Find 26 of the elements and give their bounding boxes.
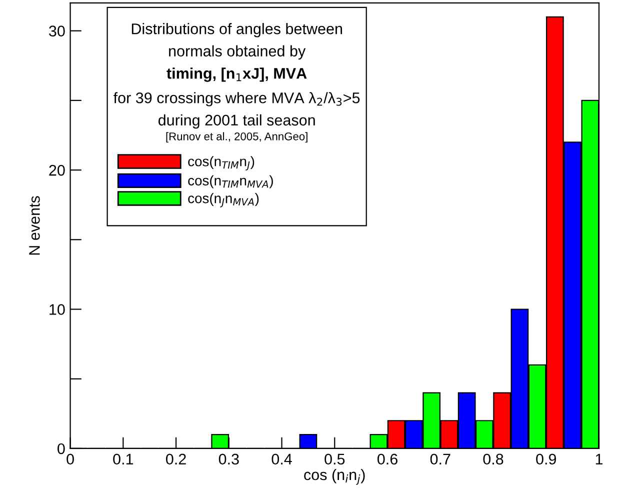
x-axis-title: cos (n$_{i}$n$_{j}$) [304,468,365,485]
x-tick-label: 0.5 [324,454,345,465]
annotation: timing, [n$_{1}$xJ], MVA [166,68,307,82]
x-tick-label: 0.3 [218,454,239,465]
x-tick-label: 1 [596,454,602,464]
legend-label: cos(n$_{TIM}$n$_{J}$) [188,156,254,170]
annotation: during 2001 tail season [158,114,315,129]
annotation: Distributions of angles between [132,23,342,38]
y-axis-title: N events [29,196,40,255]
legend-label: cos(n$_{TIM}$n$_{MVA}$) [188,175,273,188]
annotation: for 39 crossings where MVA λ$_{2}$/λ$_{3}$>5 [114,92,360,106]
x-tick-label: 0.8 [483,454,504,465]
y-tick-label: 30 [49,26,65,36]
x-tick-label: 0.7 [430,454,450,465]
x-tick-label: 0 [66,454,74,465]
legend-label: cos(n$_{J}$n$_{MVA}$) [188,193,259,208]
x-tick-label: 0.4 [272,454,292,465]
x-tick-label: 0.9 [536,454,556,465]
x-tick-label: 0.6 [377,454,398,465]
x-tick-label: 0.2 [166,454,186,465]
annotation: normals obtained by [169,45,306,60]
y-tick-label: 10 [50,304,65,315]
annotation: [Runov et al., 2005, AnnGeo] [166,132,308,143]
x-tick-label: 0.1 [113,454,134,465]
y-tick-label: 0 [58,443,65,454]
y-tick-label: 20 [49,164,65,176]
